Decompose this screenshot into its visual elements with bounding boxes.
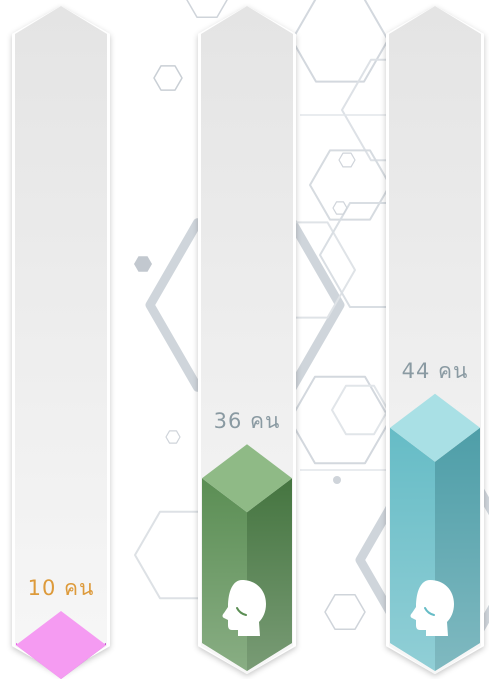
bar-fill-top-2 [202, 444, 292, 513]
bar-fill-top-3 [390, 393, 480, 462]
bar-column-3: 44 คน [386, 6, 484, 674]
person-head-icon [222, 580, 266, 636]
bar-value-label-3: 44 คน [402, 359, 469, 383]
bar-track-1 [15, 6, 107, 674]
person-head-icon [410, 580, 454, 636]
bar-fill-top-1 [16, 611, 106, 679]
bar-value-label-1: 10 คน [28, 576, 95, 600]
bar-column-1: 10 คน [12, 6, 110, 679]
bar-value-label-2: 36 คน [214, 409, 281, 433]
bar-column-2: 36 คน [198, 6, 296, 674]
